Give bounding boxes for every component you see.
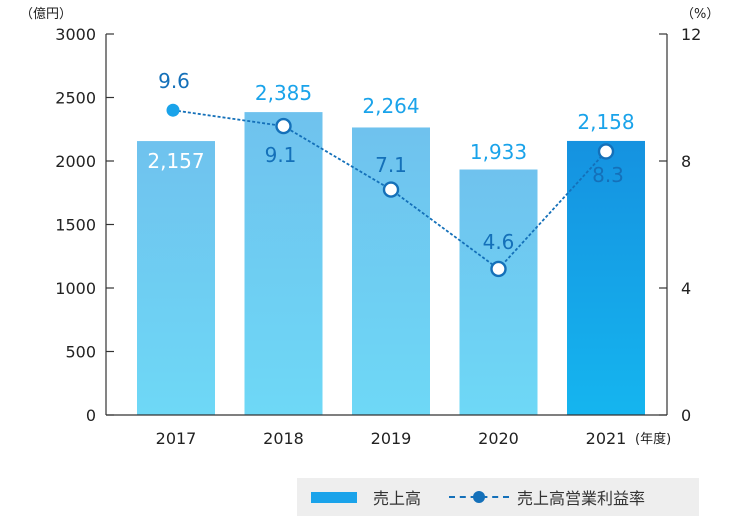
legend-swatch-bar — [311, 491, 357, 503]
y-left-tick-label: 1000 — [55, 279, 96, 298]
legend: 売上高 売上高営業利益率 — [297, 478, 699, 516]
y-left-tick-label: 2000 — [55, 152, 96, 171]
legend-item-sales: 売上高 — [311, 478, 421, 516]
x-tick-label-2017: 2017 — [156, 429, 197, 448]
y-left-tick-label: 500 — [65, 343, 96, 362]
margin-point-2021 — [597, 143, 615, 160]
bar-value-label-2020: 1,933 — [470, 140, 527, 164]
margin-point-2018 — [275, 117, 292, 135]
x-tick-label-2020: 2020 — [478, 429, 519, 448]
margin-value-label-2017: 9.6 — [158, 69, 190, 93]
margin-point-2019 — [382, 181, 400, 198]
y-left-unit-label: （億円） — [20, 6, 72, 22]
margin-value-label-2019: 7.1 — [375, 153, 407, 177]
bar-2017 — [137, 141, 215, 415]
y-right-tick-label: 0 — [681, 406, 691, 425]
legend-label-sales: 売上高 — [373, 489, 422, 508]
bar-value-label-2021: 2,158 — [577, 110, 634, 134]
y-right-tick-label: 8 — [681, 152, 691, 171]
bar-value-label-2017: 2,157 — [147, 149, 204, 173]
legend-label-margin: 売上高営業利益率 — [517, 489, 646, 508]
bar-2018 — [244, 112, 323, 415]
margin-point-2017 — [166, 103, 180, 117]
legend-marker-icon — [473, 491, 485, 503]
bar-2020 — [459, 169, 538, 415]
margin-value-label-2021: 8.3 — [592, 163, 624, 187]
y-left-tick-label: 3000 — [55, 25, 96, 44]
x-tick-label-2018: 2018 — [263, 429, 304, 448]
x-unit-label: (年度) — [635, 431, 671, 447]
margin-value-label-2020: 4.6 — [483, 230, 515, 254]
bar-2021 — [567, 140, 645, 415]
margin-point-2020 — [490, 260, 507, 278]
y-right-tick-label: 4 — [681, 279, 691, 298]
y-left-tick-label: 2500 — [55, 89, 96, 108]
bar-2019 — [352, 127, 430, 416]
y-right-tick-label: 12 — [681, 25, 701, 44]
x-tick-label-2021: 2021 — [586, 429, 627, 448]
bar-value-label-2018: 2,385 — [255, 81, 312, 105]
y-left-tick-label: 0 — [86, 406, 96, 425]
combo-chart: 3000 2500 2000 1500 1000 500 0 12 8 4 0 （億円） （%） 2017… — [20, 6, 719, 448]
y-right-unit-label: （%） — [681, 7, 719, 22]
bar-value-label-2019: 2,264 — [362, 94, 419, 118]
legend-item-margin: 売上高営業利益率 — [449, 478, 645, 516]
y-left-tick-label: 1500 — [55, 216, 96, 235]
margin-value-label-2018: 9.1 — [265, 143, 297, 167]
legend-swatch-line — [449, 490, 509, 504]
x-tick-label-2019: 2019 — [371, 429, 412, 448]
